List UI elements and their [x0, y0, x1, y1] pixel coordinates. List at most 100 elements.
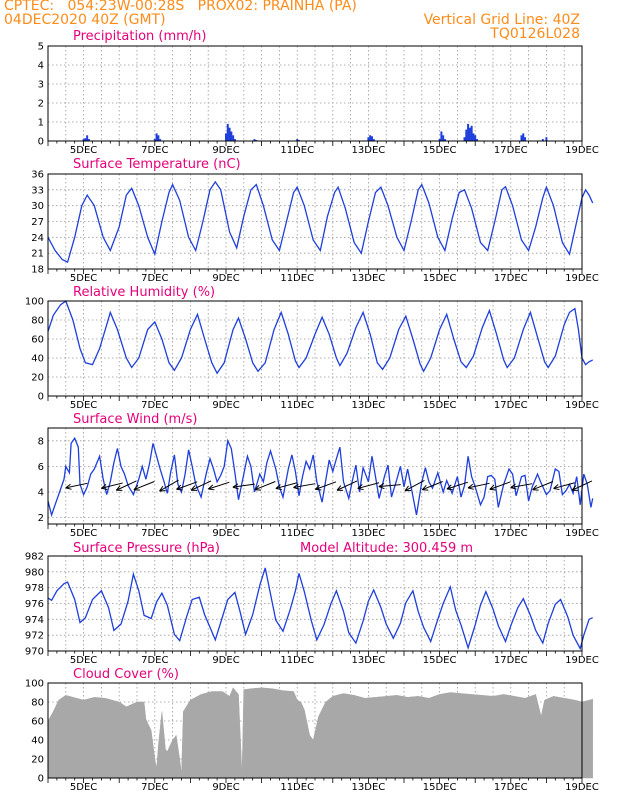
x-tick-label: 13DEC	[352, 273, 386, 284]
wind-arrow-head	[510, 487, 517, 490]
series-line	[47, 436, 594, 518]
series-line	[47, 299, 594, 375]
header-left-line2: 04DEC2020 40Z (GMT)	[4, 12, 166, 28]
precip-bar	[472, 133, 475, 141]
wind-chart: 2 4 6 8 5DEC 7DEC 9DEC 11DEC 13DEC 15DEC 17DEC 19DE…	[38, 427, 599, 539]
wind-arrow-head	[208, 488, 215, 491]
x-tick-label: 9DEC	[212, 400, 239, 411]
y-tick-label: 0	[38, 774, 44, 785]
wind-arrow-shaft	[422, 481, 443, 491]
y-tick-label: 27	[31, 217, 44, 228]
pressure-title: Surface Pressure (hPa)	[73, 541, 220, 556]
precip-bar	[522, 133, 525, 141]
wind-arrow-head	[254, 484, 260, 491]
x-tick-label: 19DEC	[565, 400, 599, 411]
wind-arrow-head	[404, 485, 409, 492]
precip-bar	[524, 137, 527, 141]
wind-arrow-shaft	[357, 482, 380, 489]
wind-arrow-head	[65, 483, 71, 489]
precip-title: Precipitation (mm/h)	[73, 29, 207, 44]
wind-arrow-head	[553, 484, 559, 489]
x-tick-label: 13DEC	[352, 145, 386, 156]
x-tick-label: 7DEC	[141, 145, 168, 156]
x-tick-label: 7DEC	[141, 273, 168, 284]
cloud-cover-area	[47, 687, 593, 779]
wind-arrow-shaft	[176, 481, 198, 490]
precip-bar	[253, 139, 256, 141]
x-tick-label: 9DEC	[212, 273, 239, 284]
x-tick-label: 5DEC	[70, 400, 97, 411]
y-tick-label: 100	[25, 679, 44, 690]
x-tick-label: 7DEC	[141, 655, 168, 666]
wind-arrow-head	[314, 484, 320, 490]
x-tick-label: 5DEC	[70, 273, 97, 284]
wind-arrow-head	[65, 487, 72, 490]
x-tick-label: 17DEC	[494, 273, 528, 284]
precip-bar	[157, 135, 160, 141]
y-tick-label: 36	[31, 170, 44, 181]
wind-arrow-head	[378, 483, 385, 487]
wind-arrow-head	[489, 484, 495, 490]
precip-bar	[369, 135, 372, 141]
wind-arrow-head	[275, 484, 281, 489]
y-tick-label: 2	[38, 513, 44, 524]
x-tick-label: 17DEC	[494, 145, 528, 156]
wind-arrow-head	[378, 486, 385, 490]
x-tick-label: 9DEC	[212, 528, 239, 539]
precip-bar	[545, 137, 548, 141]
wind-arrow-shaft	[208, 481, 230, 490]
x-tick-label: 17DEC	[494, 400, 528, 411]
x-tick-label: 5DEC	[70, 528, 97, 539]
wind-arrow-head	[232, 486, 239, 490]
precip-bar	[465, 129, 468, 141]
x-tick-label: 13DEC	[352, 782, 386, 793]
x-tick-label: 15DEC	[423, 273, 457, 284]
wind-arrow-shaft	[467, 482, 490, 489]
plot-frame	[47, 427, 583, 525]
precip-bar	[443, 139, 446, 141]
x-tick-label: 5DEC	[70, 145, 97, 156]
precip-bar	[541, 139, 544, 141]
humidity-chart: 0 20 40 60 80 100 5DEC 7DEC 9DEC 11DEC 13DEC 15DEC 1…	[25, 297, 599, 412]
wind-arrow-head	[101, 487, 108, 490]
x-tick-label: 15DEC	[423, 528, 457, 539]
precip-bar	[438, 139, 441, 141]
y-tick-label: 974	[25, 615, 44, 626]
wind-arrow-head	[489, 488, 496, 491]
precip-bar	[86, 135, 89, 141]
wind-arrow-head	[357, 487, 364, 491]
precip-chart: 0 1 2 3 4 5 5DEC 7DEC 9DEC 11DEC 13DEC 15DEC 17DEC 19…	[38, 42, 599, 157]
precip-bar	[87, 139, 90, 141]
wind-arrow-head	[232, 483, 239, 488]
x-tick-label: 13DEC	[352, 400, 386, 411]
wind-arrow-shaft	[65, 482, 88, 489]
precip-bar	[153, 139, 156, 141]
x-tick-label: 5DEC	[70, 782, 97, 793]
x-tick-label: 19DEC	[565, 145, 599, 156]
wind-arrow-head	[176, 488, 183, 491]
wind-arrow-head	[510, 483, 516, 488]
series-line	[47, 180, 594, 264]
wind-arrow-shaft	[404, 479, 425, 492]
temp-title: Surface Temperature (nC)	[73, 157, 241, 172]
y-tick-label: 970	[25, 647, 44, 658]
wind-arrow-head	[446, 488, 453, 491]
wind-arrow-shaft	[489, 481, 511, 490]
wind-arrow-shaft	[293, 483, 316, 489]
precip-bar	[84, 138, 87, 141]
temperature-chart: 18 21 24 27 30 33 36 5DEC 7DEC 9DEC 11DEC 13DEC 15DE…	[31, 170, 599, 285]
y-tick-label: 20	[31, 755, 44, 766]
wind-arrow-shaft	[133, 481, 155, 491]
y-tick-label: 33	[31, 185, 44, 196]
y-tick-label: 976	[25, 599, 44, 610]
wind-arrow-shaft	[190, 480, 212, 491]
x-tick-label: 11DEC	[280, 400, 314, 411]
wind-arrow-head	[133, 484, 139, 491]
x-tick-label: 9DEC	[212, 782, 239, 793]
x-tick-label: 13DEC	[352, 655, 386, 666]
wind-arrow-shaft	[532, 481, 554, 491]
precip-bar	[470, 125, 473, 141]
precip-bar	[520, 135, 523, 141]
precip-bar	[475, 139, 478, 141]
x-tick-label: 11DEC	[280, 273, 314, 284]
